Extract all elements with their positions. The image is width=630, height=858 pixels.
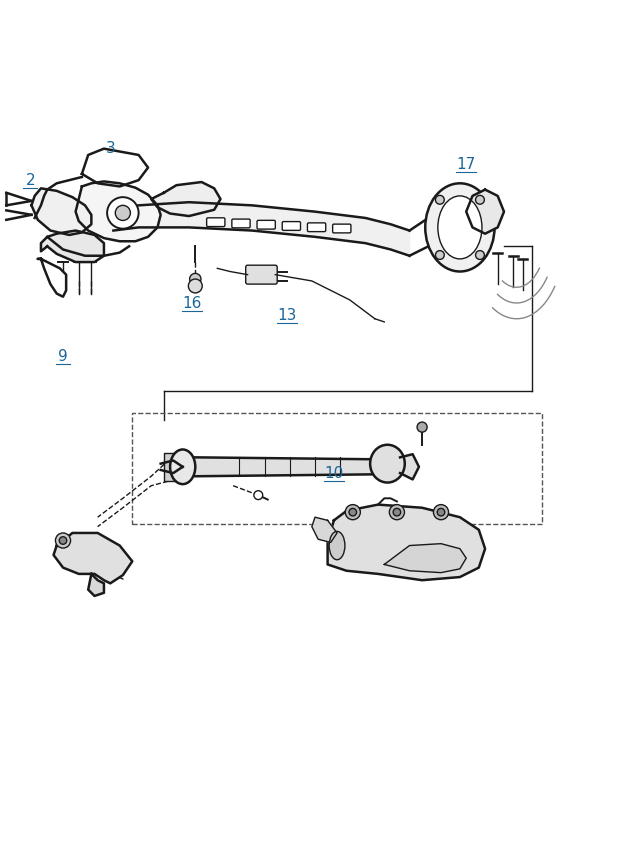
FancyBboxPatch shape bbox=[207, 218, 225, 227]
Circle shape bbox=[476, 196, 484, 204]
Bar bbox=[132, 414, 542, 523]
Text: 2: 2 bbox=[25, 172, 35, 188]
Text: 16: 16 bbox=[183, 295, 202, 311]
Ellipse shape bbox=[170, 450, 195, 484]
Polygon shape bbox=[82, 148, 148, 186]
Text: 17: 17 bbox=[457, 157, 476, 172]
Circle shape bbox=[190, 274, 201, 285]
Polygon shape bbox=[312, 517, 337, 542]
FancyBboxPatch shape bbox=[232, 219, 250, 228]
Circle shape bbox=[393, 509, 401, 516]
Polygon shape bbox=[328, 505, 485, 580]
Text: 3: 3 bbox=[105, 142, 115, 156]
Circle shape bbox=[437, 509, 445, 516]
Circle shape bbox=[115, 205, 130, 221]
Polygon shape bbox=[88, 574, 104, 596]
Polygon shape bbox=[76, 181, 161, 241]
Circle shape bbox=[435, 196, 444, 204]
Circle shape bbox=[349, 509, 357, 516]
FancyBboxPatch shape bbox=[282, 221, 301, 230]
Circle shape bbox=[435, 251, 444, 259]
Polygon shape bbox=[113, 202, 410, 256]
Polygon shape bbox=[466, 190, 504, 233]
Circle shape bbox=[55, 533, 71, 548]
Circle shape bbox=[476, 251, 484, 259]
Polygon shape bbox=[54, 533, 132, 583]
Ellipse shape bbox=[425, 184, 495, 271]
Circle shape bbox=[107, 197, 139, 229]
Circle shape bbox=[254, 491, 263, 499]
FancyBboxPatch shape bbox=[307, 223, 326, 232]
Circle shape bbox=[389, 505, 404, 520]
FancyBboxPatch shape bbox=[257, 221, 275, 229]
Circle shape bbox=[417, 422, 427, 432]
Circle shape bbox=[345, 505, 360, 520]
Polygon shape bbox=[384, 544, 466, 572]
Ellipse shape bbox=[370, 444, 405, 482]
Bar bbox=[164, 453, 175, 480]
Polygon shape bbox=[32, 189, 91, 235]
Circle shape bbox=[188, 279, 202, 293]
Text: 9: 9 bbox=[58, 349, 68, 364]
Polygon shape bbox=[38, 259, 66, 297]
Polygon shape bbox=[41, 231, 104, 262]
Text: 13: 13 bbox=[277, 308, 296, 323]
Polygon shape bbox=[400, 454, 419, 480]
Ellipse shape bbox=[329, 531, 345, 559]
Polygon shape bbox=[151, 182, 220, 216]
Ellipse shape bbox=[438, 196, 482, 259]
Polygon shape bbox=[195, 457, 372, 476]
FancyBboxPatch shape bbox=[246, 265, 277, 284]
FancyBboxPatch shape bbox=[333, 224, 351, 233]
Circle shape bbox=[433, 505, 449, 520]
Circle shape bbox=[59, 537, 67, 544]
Text: 10: 10 bbox=[324, 466, 343, 480]
